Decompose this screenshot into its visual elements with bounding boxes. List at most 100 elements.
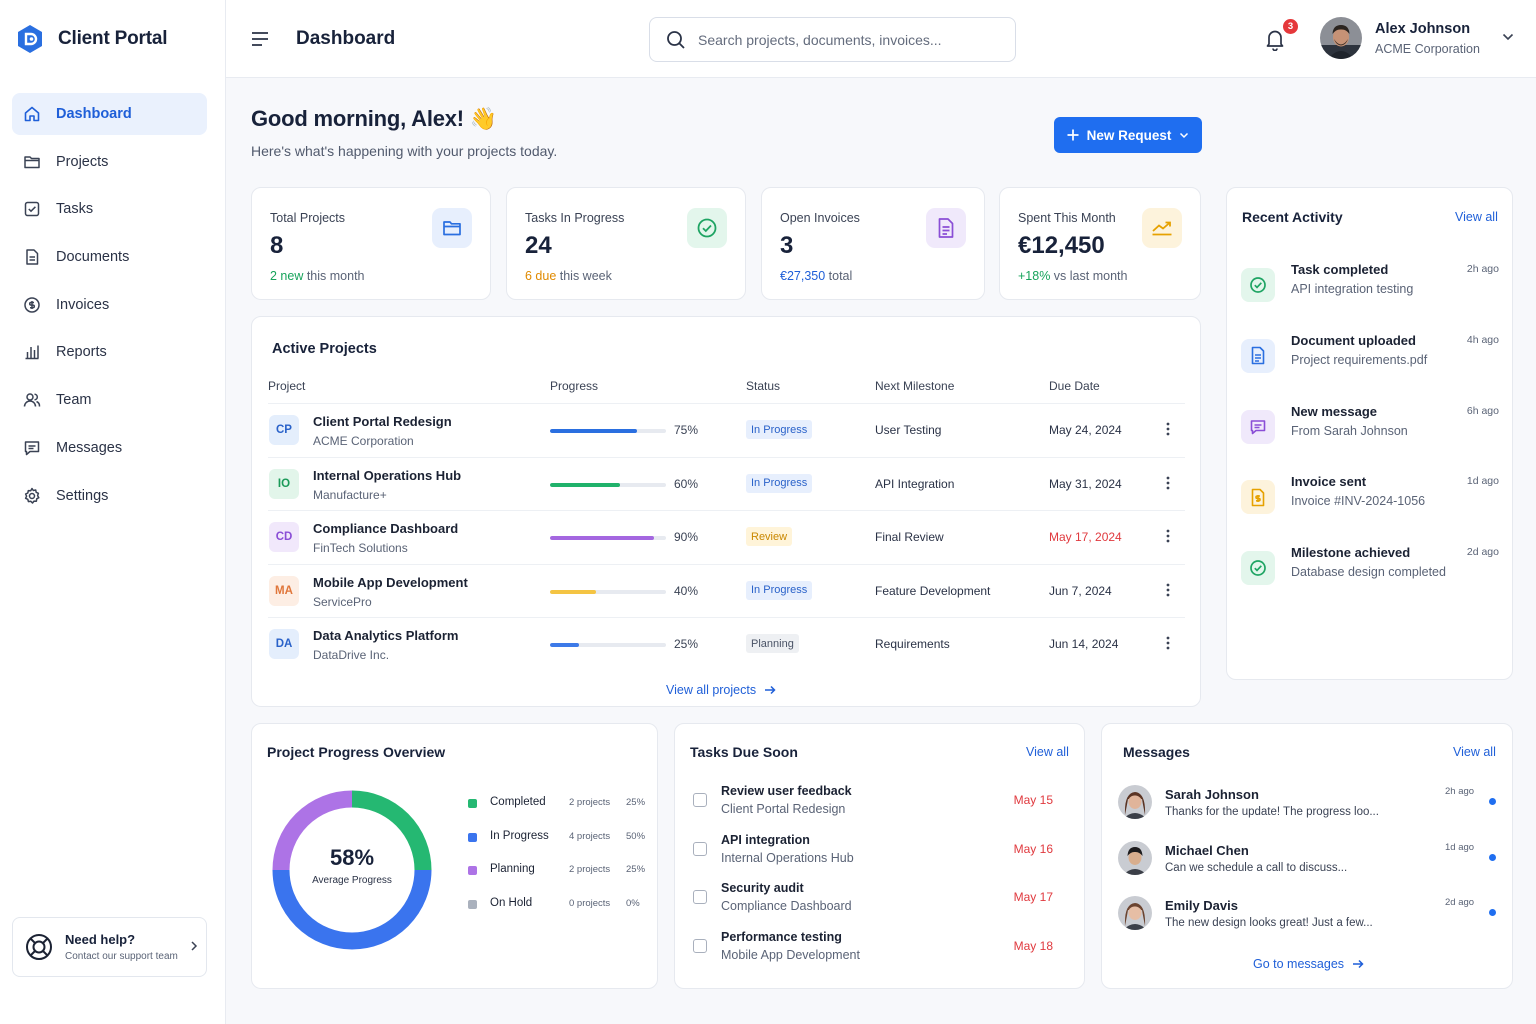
search-input[interactable] xyxy=(698,31,988,48)
sidebar-item-label: Team xyxy=(56,392,92,409)
activity-item[interactable]: Document uploaded Project requirements.pd… xyxy=(1241,333,1499,373)
stat-value: 24 xyxy=(525,232,552,259)
donut-center-label: Average Progress xyxy=(312,875,392,886)
avatar xyxy=(1118,840,1152,875)
menu-icon[interactable] xyxy=(250,30,270,48)
new-request-button[interactable]: New Request xyxy=(1054,117,1202,153)
task-checkbox[interactable] xyxy=(693,938,707,953)
activity-item[interactable]: Milestone achieved Database design comple… xyxy=(1241,545,1499,586)
message-item[interactable]: Emily Davis The new design looks great! J… xyxy=(1118,896,1498,936)
invoice-dollar-icon xyxy=(1241,480,1275,515)
view-all-projects-link[interactable]: View all projects xyxy=(666,683,776,697)
sidebar-nav: Dashboard Projects Tasks Documents Invoi… xyxy=(12,93,207,522)
messages-view-all-link[interactable]: View all xyxy=(1453,745,1496,759)
legend-name: In Progress xyxy=(490,829,549,842)
activity-item[interactable]: New message From Sarah Johnson 6h ago xyxy=(1241,404,1499,444)
brand[interactable]: Client Portal xyxy=(16,24,168,54)
chat-icon xyxy=(23,439,41,457)
activity-title: Milestone achieved xyxy=(1291,545,1411,561)
activity-time: 2d ago xyxy=(1466,546,1499,559)
task-checkbox[interactable] xyxy=(693,793,707,807)
project-name[interactable]: Client Portal Redesign xyxy=(313,414,452,429)
project-client: ACME Corporation xyxy=(313,434,414,448)
help-subtitle: Contact our support team xyxy=(65,951,178,962)
user-menu[interactable]: Alex Johnson ACME Corporation xyxy=(1320,17,1480,59)
stat-label: Total Projects xyxy=(270,211,346,225)
section-title: Active Projects xyxy=(272,341,377,357)
sidebar-item-tasks[interactable]: Tasks xyxy=(12,188,207,230)
message-item[interactable]: Sarah Johnson Thanks for the update! The … xyxy=(1118,785,1498,825)
sidebar-item-invoices[interactable]: Invoices xyxy=(12,284,207,326)
tasks-view-all-link[interactable]: View all xyxy=(1026,745,1069,759)
status-badge: In Progress xyxy=(746,473,813,493)
logo-icon xyxy=(16,24,44,54)
table-row[interactable]: IO Internal Operations Hub Manufacture+ 60%… xyxy=(268,456,1185,511)
user-name: Alex Johnson xyxy=(1375,20,1471,37)
progress-bar-fill xyxy=(550,482,620,487)
check-circle-icon xyxy=(1241,268,1275,302)
project-name[interactable]: Mobile App Development xyxy=(313,574,468,590)
table-row[interactable]: CD Compliance Dashboard FinTech Solutions 9… xyxy=(268,510,1185,564)
more-vertical-icon[interactable] xyxy=(1166,582,1170,598)
project-name[interactable]: Internal Operations Hub xyxy=(313,467,462,483)
task-name[interactable]: Security audit xyxy=(721,881,804,896)
activity-item[interactable]: Invoice sent Invoice #INV-2024-1056 1d ago xyxy=(1241,474,1499,515)
table-row[interactable]: DA Data Analytics Platform DataDrive Inc. 2… xyxy=(268,617,1185,671)
task-item: Review user feedback Client Portal Redesi… xyxy=(691,784,1071,824)
table-row[interactable]: MA Mobile App Development ServicePro 40% In … xyxy=(268,563,1185,618)
sidebar-item-settings[interactable]: Settings xyxy=(12,475,207,517)
stat-footnote-text: total xyxy=(825,269,853,283)
table-row[interactable]: CP Client Portal Redesign ACME Corporation… xyxy=(268,403,1185,457)
bell-icon[interactable] xyxy=(1264,28,1286,51)
more-vertical-icon[interactable] xyxy=(1166,528,1170,544)
task-name[interactable]: Performance testing xyxy=(721,929,842,944)
avatar xyxy=(1320,17,1362,59)
project-client: DataDrive Inc. xyxy=(313,648,390,663)
arrow-right-icon xyxy=(1352,959,1364,969)
donut-segment-in-progress xyxy=(272,869,432,950)
project-name[interactable]: Data Analytics Platform xyxy=(313,628,459,644)
search-box[interactable] xyxy=(649,17,1016,62)
sidebar-item-reports[interactable]: Reports xyxy=(12,331,207,373)
activity-item[interactable]: Task completed API integration testing 2h … xyxy=(1241,262,1499,302)
activity-view-all-link[interactable]: View all xyxy=(1455,210,1498,224)
sidebar-item-messages[interactable]: Messages xyxy=(12,427,207,469)
plus-icon xyxy=(1067,129,1079,141)
due-date: May 24, 2024 xyxy=(1049,423,1122,437)
folder-icon xyxy=(23,153,41,171)
legend-name: On Hold xyxy=(490,896,533,909)
task-name[interactable]: Review user feedback xyxy=(721,784,852,798)
more-vertical-icon[interactable] xyxy=(1166,635,1170,651)
stat-card-spent-this-month[interactable]: Spent This Month €12,450 +18% vs last mo… xyxy=(999,187,1201,300)
message-item[interactable]: Michael Chen Can we schedule a call to di… xyxy=(1118,840,1498,881)
more-vertical-icon[interactable] xyxy=(1166,475,1170,491)
due-date: May 17, 2024 xyxy=(1049,530,1122,545)
activity-time: 1d ago xyxy=(1466,475,1499,488)
project-initials: MA xyxy=(269,575,299,606)
task-checkbox[interactable] xyxy=(693,841,707,856)
activity-detail: Project requirements.pdf xyxy=(1291,352,1428,367)
sidebar-item-dashboard[interactable]: Dashboard xyxy=(12,93,207,135)
stat-card-total-projects[interactable]: Total Projects 8 2 new this month xyxy=(251,187,491,300)
legend-item: On Hold 0 projects 0% xyxy=(468,897,648,911)
task-name[interactable]: API integration xyxy=(721,832,810,847)
project-name[interactable]: Compliance Dashboard xyxy=(313,521,459,537)
stat-card-open-invoices[interactable]: Open Invoices 3 €27,350 total xyxy=(761,187,985,300)
sidebar-item-documents[interactable]: Documents xyxy=(12,236,207,278)
stat-card-tasks-in-progress[interactable]: Tasks In Progress 24 6 due this week xyxy=(506,187,746,300)
project-initials: DA xyxy=(269,629,299,660)
chevron-down-icon[interactable] xyxy=(1502,33,1514,41)
due-date: Jun 14, 2024 xyxy=(1049,637,1119,652)
message-preview: Thanks for the update! The progress loo.… xyxy=(1165,806,1379,818)
task-checkbox[interactable] xyxy=(693,890,707,905)
more-vertical-icon[interactable] xyxy=(1166,421,1170,437)
sidebar-item-projects[interactable]: Projects xyxy=(12,141,207,183)
go-to-messages-link[interactable]: Go to messages xyxy=(1253,957,1364,971)
stat-footnote-text: this month xyxy=(303,269,365,283)
sidebar-item-team[interactable]: Team xyxy=(12,379,207,421)
stat-highlight: €27,350 xyxy=(780,269,826,283)
help-card[interactable]: Need help? Contact our support team xyxy=(12,917,207,977)
stat-footnote-text: vs last month xyxy=(1050,269,1128,283)
task-due-date: May 16 xyxy=(1013,841,1053,856)
stat-label: Spent This Month xyxy=(1018,211,1116,225)
